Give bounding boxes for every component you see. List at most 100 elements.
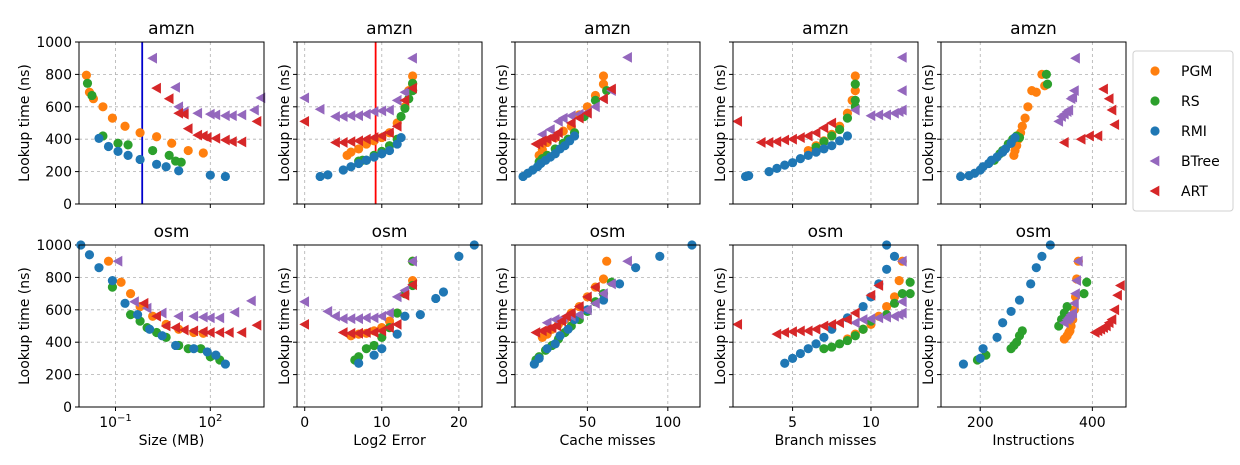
y-tick-label: 0 <box>63 197 72 213</box>
legend-marker <box>1150 96 1160 106</box>
data-point-btree <box>322 306 333 317</box>
data-point-pgm <box>125 289 136 299</box>
data-point-rmi <box>958 359 969 369</box>
data-point-rmi <box>392 329 402 339</box>
y-tick-label: 600 <box>45 303 72 319</box>
data-point-art <box>556 315 566 327</box>
data-point-rmi <box>189 344 199 354</box>
data-point-art <box>353 327 363 339</box>
data-point-btree <box>544 124 555 135</box>
data-point-art <box>170 322 180 334</box>
data-point-pgm <box>116 277 126 287</box>
data-point-rs <box>850 95 860 105</box>
data-point-btree <box>849 104 860 116</box>
data-point-art <box>384 322 394 334</box>
data-point-rs <box>1062 301 1072 312</box>
data-point-btree <box>249 104 259 116</box>
data-point-rmi <box>400 311 410 321</box>
data-point-rmi <box>174 166 184 176</box>
data-point-pgm <box>120 121 130 131</box>
legend-label: PGM <box>1181 64 1212 80</box>
axes-frame <box>940 41 1127 205</box>
data-point-art <box>1109 119 1120 131</box>
data-point-rmi <box>803 344 813 354</box>
data-point-rmi <box>361 155 371 165</box>
data-point-art <box>581 107 592 119</box>
data-point-btree <box>188 310 199 322</box>
data-point-rmi <box>454 251 464 261</box>
series-pgm <box>81 70 208 158</box>
axes-frame <box>296 41 483 205</box>
data-point-btree <box>147 52 157 64</box>
data-point-rs <box>1082 277 1092 287</box>
data-point-btree <box>210 109 221 121</box>
subplot-title: osm <box>590 222 626 242</box>
data-point-art <box>368 132 379 143</box>
subplot-title: amzn <box>802 19 849 39</box>
subplot-title: amzn <box>366 19 413 39</box>
data-point-art <box>818 122 829 134</box>
data-point-art <box>795 132 805 143</box>
series-btree <box>299 255 417 325</box>
x-tick-label: 50 <box>578 415 596 431</box>
data-point-btree <box>896 296 907 308</box>
data-point-art <box>407 279 417 291</box>
y-tick-label: 200 <box>45 368 72 384</box>
x-tick-label: 10 <box>373 415 391 431</box>
y-axis-label: Lookup time (ns) <box>921 64 937 182</box>
data-point-art <box>732 318 743 330</box>
data-point-btree <box>170 81 180 93</box>
data-point-art <box>565 117 576 129</box>
data-point-btree <box>557 112 568 124</box>
data-point-btree <box>598 288 608 299</box>
series-art <box>732 115 837 148</box>
series-art <box>1089 280 1125 338</box>
data-point-btree <box>881 311 891 323</box>
data-point-art <box>151 82 161 94</box>
series-rmi <box>956 132 1020 182</box>
data-point-art <box>1103 93 1114 105</box>
y-axis-label: Lookup time (ns) <box>277 64 293 182</box>
legend-marker <box>1149 185 1160 197</box>
data-point-btree <box>1069 297 1079 309</box>
data-point-btree <box>590 297 600 309</box>
data-point-btree <box>1063 104 1074 116</box>
series-btree <box>147 52 266 122</box>
data-point-rmi <box>550 339 560 349</box>
legend-label: BTree <box>1181 154 1220 170</box>
data-point-rmi <box>803 150 813 160</box>
y-tick-label: 400 <box>45 335 72 351</box>
data-point-btree <box>1069 85 1079 96</box>
legend-box <box>1132 50 1234 212</box>
data-point-btree <box>112 255 123 267</box>
data-point-pgm <box>152 132 162 142</box>
axes-frame <box>514 41 701 205</box>
data-point-art <box>810 127 821 139</box>
axes-frame <box>732 41 919 205</box>
x-tick-label: 10−1 <box>99 413 132 431</box>
series-rmi <box>76 240 230 369</box>
data-point-rmi <box>354 358 364 368</box>
data-point-btree <box>407 52 417 64</box>
data-point-rs <box>819 344 829 354</box>
y-axis-label: Lookup time (ns) <box>495 64 511 182</box>
data-point-art <box>210 132 221 144</box>
y-axis-label: Lookup time (ns) <box>17 64 33 182</box>
data-point-rmi <box>1010 132 1020 143</box>
data-point-art <box>865 289 876 301</box>
data-point-rmi <box>555 331 565 341</box>
data-point-art <box>219 134 230 146</box>
y-axis-label: Lookup time (ns) <box>17 267 33 385</box>
data-point-btree <box>622 51 632 63</box>
data-point-rs <box>87 90 97 101</box>
data-point-art <box>826 318 837 330</box>
data-point-art <box>192 129 203 141</box>
data-point-btree <box>226 110 237 122</box>
x-axis-label: Size (MB) <box>139 433 205 449</box>
data-point-art <box>873 280 884 291</box>
subplot-osm-2: 0 10 20 osm Log2 Error Lookup time (ns) <box>277 222 483 449</box>
data-point-art <box>1112 289 1122 301</box>
data-point-rmi <box>157 331 167 341</box>
data-point-art <box>779 134 790 146</box>
data-point-art <box>818 320 829 332</box>
